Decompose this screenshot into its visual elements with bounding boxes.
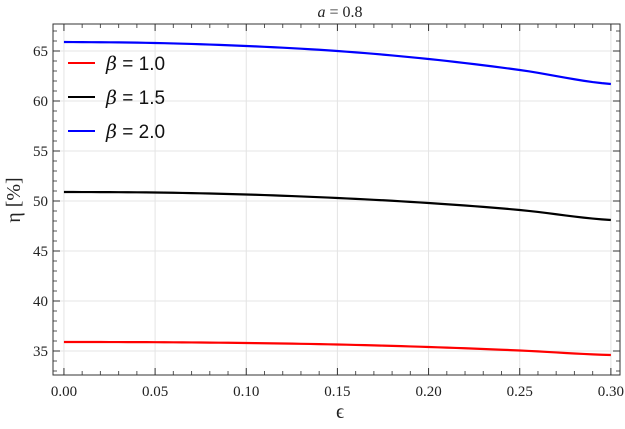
x-tick-label: 0.15 [324, 384, 350, 400]
legend-label-2: β = 1.5 [105, 87, 165, 109]
x-tick-label: 0.05 [142, 384, 168, 400]
x-tick-label: 0.25 [507, 384, 533, 400]
series-line-1 [63, 340, 611, 357]
y-tick-label: 65 [33, 44, 48, 60]
ticks: 0.00 0.05 0.10 0.15 0.20 0.25 0.30 35 40 45 50 55 60… [33, 24, 624, 400]
legend-label-3: β = 2.0 [105, 121, 165, 143]
x-tick-label: 0.30 [598, 384, 624, 400]
y-axis-label: η [%] [3, 177, 25, 222]
chart-title: a = 0.8 [317, 4, 362, 21]
y-tick-label: 45 [33, 244, 48, 260]
x-tick-label: 0.20 [415, 384, 441, 400]
y-tick-label: 60 [33, 94, 48, 110]
x-tick-label: 0.10 [233, 384, 259, 400]
x-tick-label: 0.00 [51, 384, 77, 400]
legend-label-1: β = 1.0 [105, 53, 165, 75]
grid [53, 24, 620, 375]
y-tick-label: 40 [33, 294, 48, 310]
legend: β = 1.0 β = 1.5 β = 2.0 [68, 53, 165, 143]
x-axis-label: ϵ [336, 401, 344, 423]
plot-frame [52, 23, 621, 376]
series-line-2 [63, 190, 611, 222]
series-line-3 [63, 40, 611, 86]
y-tick-label: 35 [33, 344, 48, 360]
y-tick-label: 55 [33, 144, 48, 160]
series-group [63, 40, 611, 357]
y-tick-label: 50 [33, 194, 48, 210]
